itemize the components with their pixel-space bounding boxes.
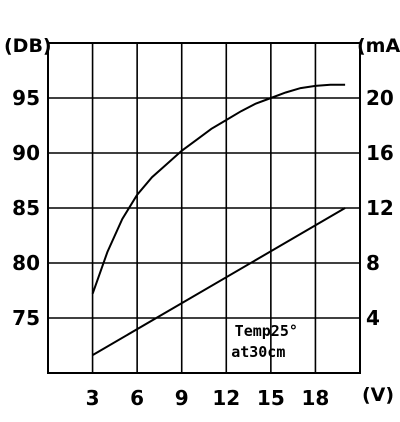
x-tick-label-18: 18 xyxy=(302,386,330,410)
left-tick-label-95: 95 xyxy=(12,86,40,110)
annotation-temp: Temp25° xyxy=(235,322,298,340)
x-tick-label-15: 15 xyxy=(257,386,285,410)
left-axis-unit: (DB) xyxy=(4,35,52,57)
right-axis-unit: (mA) xyxy=(357,35,400,57)
x-tick-label-6: 6 xyxy=(130,386,144,410)
sound-level-curve xyxy=(91,83,346,295)
annotation-distance: at30cm xyxy=(231,343,285,361)
right-tick-label-12: 12 xyxy=(366,196,394,220)
right-tick-label-8: 8 xyxy=(366,251,380,275)
right-tick-label-4: 4 xyxy=(366,306,380,330)
left-tick-label-85: 85 xyxy=(12,196,40,220)
plot-frame xyxy=(47,42,361,374)
left-tick-label-75: 75 xyxy=(12,306,40,330)
right-tick-label-16: 16 xyxy=(366,141,394,165)
right-tick-label-20: 20 xyxy=(366,86,394,110)
x-tick-label-12: 12 xyxy=(212,386,240,410)
left-tick-label-80: 80 xyxy=(12,251,40,275)
x-tick-label-3: 3 xyxy=(86,386,100,410)
current-line xyxy=(92,207,346,356)
x-axis-unit: (V) xyxy=(362,384,394,406)
left-tick-label-90: 90 xyxy=(12,141,40,165)
x-tick-label-9: 9 xyxy=(175,386,189,410)
